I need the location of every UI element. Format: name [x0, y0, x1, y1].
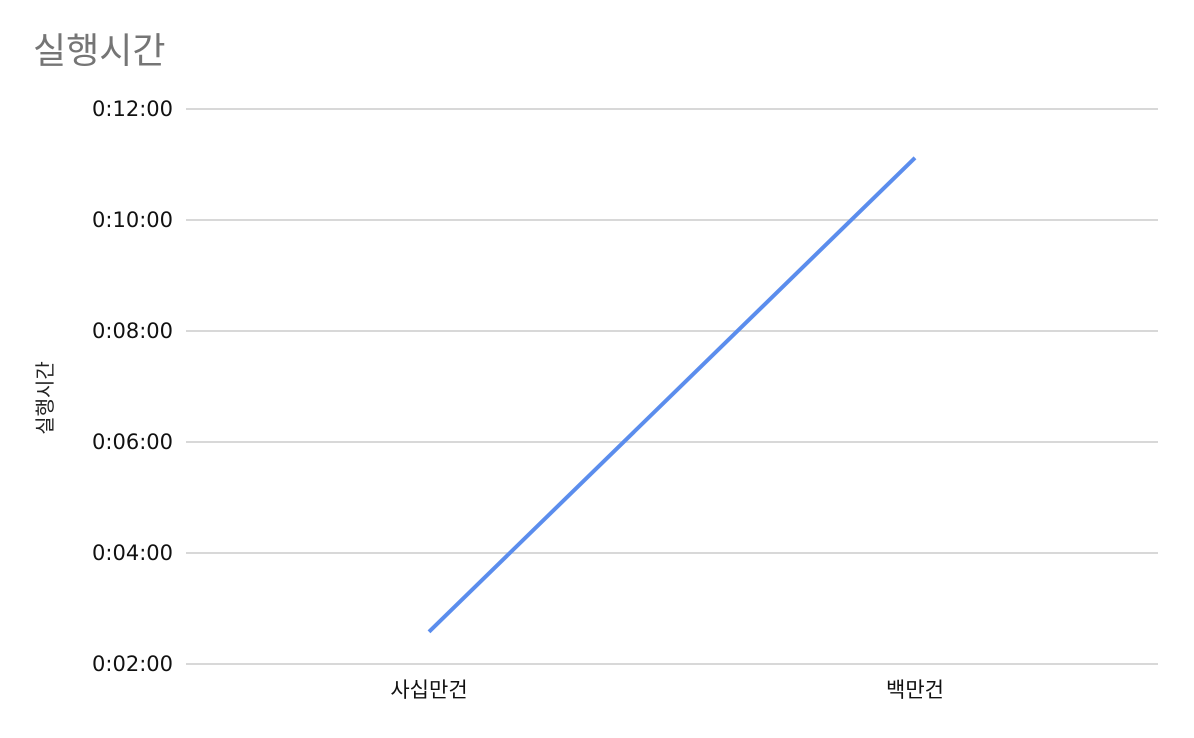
x-tick-label: 백만건: [886, 678, 944, 702]
chart-title: 실행시간: [33, 31, 165, 72]
y-tick-label: 0:04:00: [92, 541, 173, 565]
series-line: [427, 156, 917, 634]
y-tick-label: 0:08:00: [92, 319, 173, 343]
y-axis-title: 실행시간: [33, 361, 57, 435]
y-tick-label: 0:12:00: [92, 97, 173, 121]
x-axis-ticks: 사십만건 백만건: [390, 678, 944, 702]
y-axis-ticks: 0:02:00 0:04:00 0:06:00 0:08:00 0:10:00 0:12:…: [92, 97, 173, 676]
x-tick-label: 사십만건: [390, 678, 467, 702]
series-lines: [427, 156, 917, 634]
y-tick-label: 0:10:00: [92, 208, 173, 232]
y-tick-label: 0:06:00: [92, 430, 173, 454]
y-tick-label: 0:02:00: [92, 652, 173, 676]
grid-lines: [186, 108, 1158, 665]
